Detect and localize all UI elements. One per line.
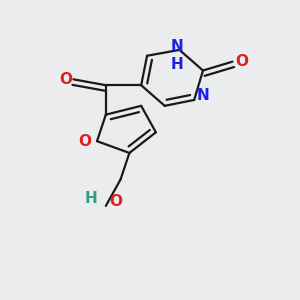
Text: N: N (196, 88, 209, 103)
Text: H: H (170, 57, 183, 72)
Text: N: N (170, 39, 183, 54)
Text: H: H (84, 191, 97, 206)
Text: O: O (235, 54, 248, 69)
Text: O: O (79, 134, 92, 149)
Text: O: O (60, 72, 73, 87)
Text: O: O (109, 194, 122, 209)
